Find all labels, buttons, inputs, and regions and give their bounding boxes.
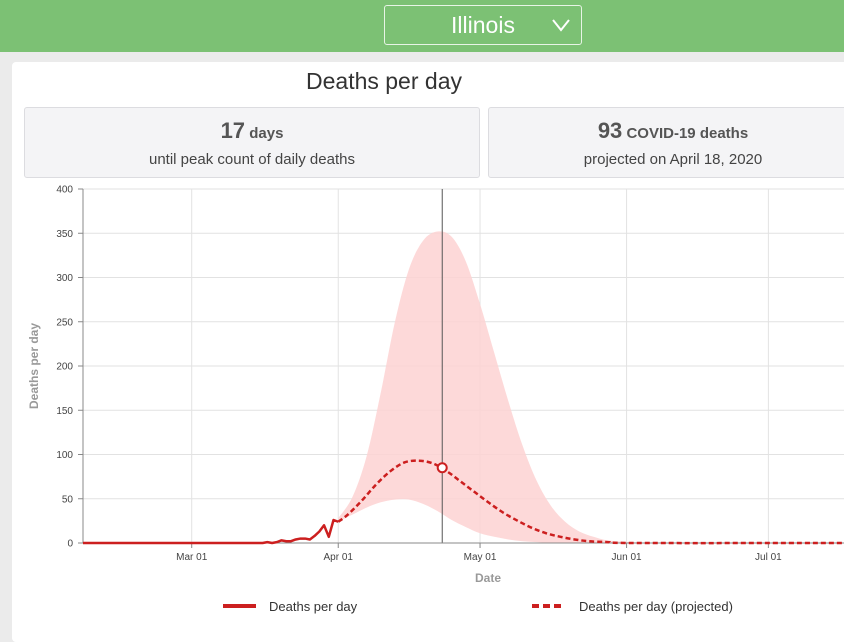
series-line-actual xyxy=(83,518,339,545)
y-tick-label: 0 xyxy=(67,539,73,550)
x-axis-title: Date xyxy=(475,571,501,585)
y-tick-label: 400 xyxy=(56,185,73,196)
projected-deaths-card: 93 COVID-19 deaths projected on April 18… xyxy=(488,107,844,178)
state-select-value: Illinois xyxy=(451,12,515,38)
legend-label-projected: Deaths per day (projected) xyxy=(579,599,733,614)
peak-days-card: 17 days until peak count of daily deaths xyxy=(24,107,480,178)
chart-title: Deaths per day xyxy=(306,68,462,94)
chevron-down-icon xyxy=(552,19,570,32)
y-tick-label: 50 xyxy=(62,494,74,505)
projected-deaths-caption: projected on April 18, 2020 xyxy=(583,151,763,168)
current-value-marker[interactable] xyxy=(436,462,448,474)
legend: Deaths per day Deaths per day (projected… xyxy=(223,599,733,614)
peak-days-value: 17 xyxy=(220,118,246,143)
peak-days-caption: until peak count of daily deaths xyxy=(149,151,355,168)
series-line-projected xyxy=(337,459,844,545)
state-select[interactable]: Illinois xyxy=(384,5,582,45)
y-axis-title: Deaths per day xyxy=(27,323,41,409)
uncertainty-band xyxy=(338,231,651,544)
y-tick-label: 350 xyxy=(56,229,73,240)
y-tick-label: 200 xyxy=(56,362,73,373)
x-tick-label: May 01 xyxy=(464,552,497,563)
y-tick-label: 100 xyxy=(56,450,73,461)
x-tick-label: Jul 01 xyxy=(755,552,782,563)
projected-deaths-value: 93 xyxy=(597,118,623,143)
x-tick-label: Mar 01 xyxy=(176,552,208,563)
x-tick-label: Jun 01 xyxy=(612,552,642,563)
y-tick-label: 150 xyxy=(56,406,73,417)
peak-days-unit: days xyxy=(249,125,284,142)
legend-label-actual: Deaths per day xyxy=(269,599,358,614)
top-bar: Illinois xyxy=(0,0,844,52)
y-tick-label: 300 xyxy=(56,273,73,284)
tick-labels: 0 50 100 150 200 250 300 350 400 Mar 01 Apr 01 May … xyxy=(56,185,782,564)
x-tick-label: Apr 01 xyxy=(324,552,354,563)
y-tick-label: 250 xyxy=(56,317,73,328)
projected-deaths-unit: COVID-19 deaths xyxy=(626,125,749,142)
